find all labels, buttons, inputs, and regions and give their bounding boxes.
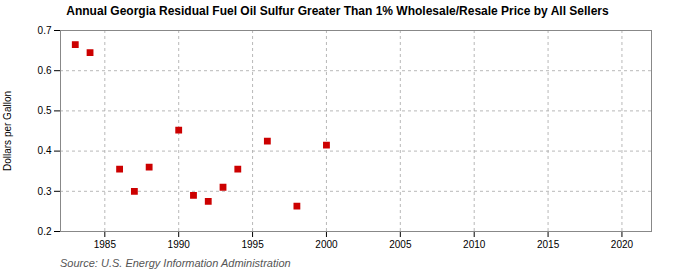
svg-text:2005: 2005 [389, 239, 412, 250]
svg-text:2020: 2020 [611, 239, 634, 250]
svg-text:1995: 1995 [241, 239, 264, 250]
svg-text:1990: 1990 [168, 239, 191, 250]
html-text:Source: U.S. Energy Informatio: Source: U.S. Energy Information Administ… [60, 257, 291, 269]
svg-text:0.5: 0.5 [38, 105, 52, 116]
svg-text:Dollars per Gallon: Dollars per Gallon [2, 91, 13, 171]
svg-text:0.4: 0.4 [38, 145, 52, 156]
svg-text:2010: 2010 [463, 239, 486, 250]
html-text:Annual Georgia Residual Fuel O: Annual Georgia Residual Fuel Oil Sulfur … [66, 4, 609, 18]
svg-text:1985: 1985 [94, 239, 117, 250]
svg-text:2015: 2015 [537, 239, 560, 250]
svg-text:0.7: 0.7 [38, 25, 52, 36]
svg-text:0.6: 0.6 [38, 65, 52, 76]
svg-text:2000: 2000 [315, 239, 338, 250]
svg-text:0.2: 0.2 [38, 226, 52, 237]
svg-text:0.3: 0.3 [38, 186, 52, 197]
